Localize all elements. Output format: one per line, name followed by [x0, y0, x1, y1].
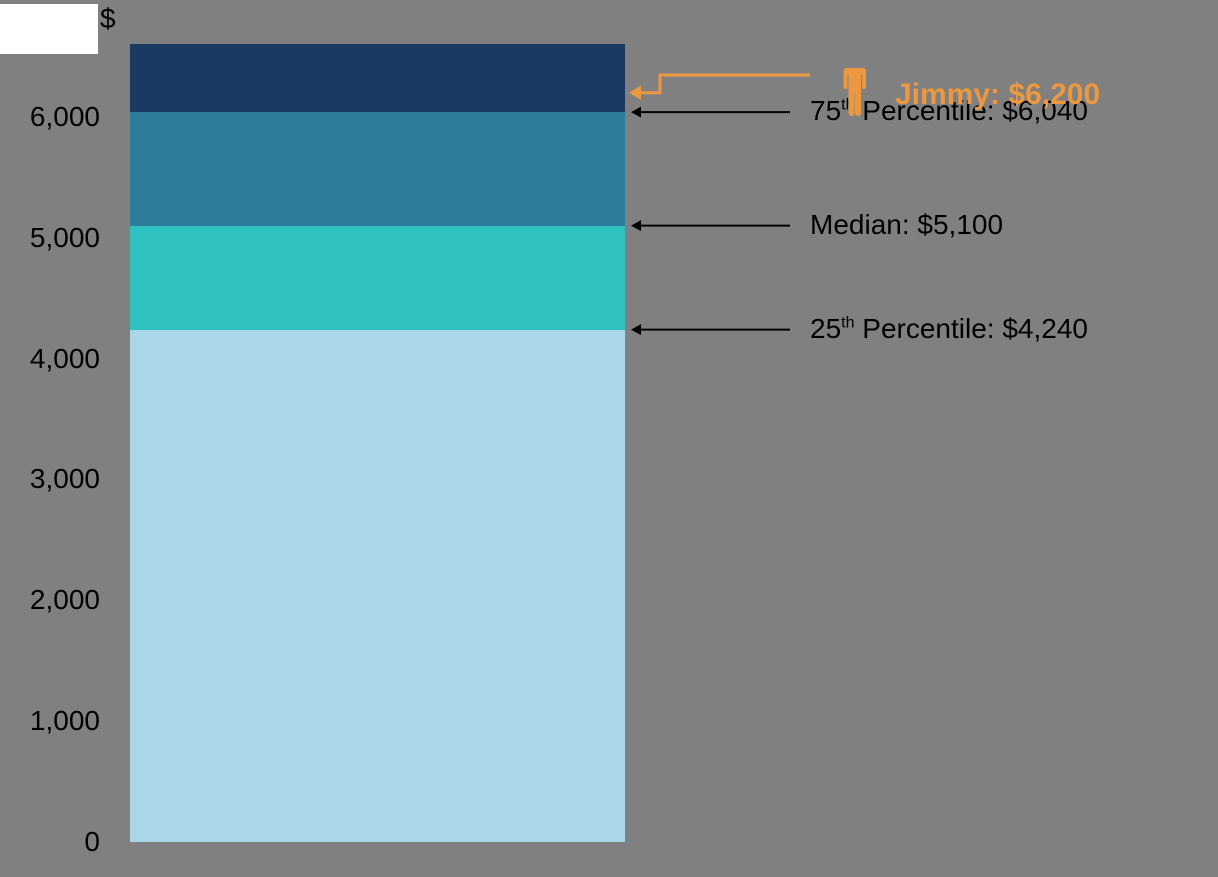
jimmy-arrow [0, 0, 1218, 877]
chart-canvas: { "chart": { "type": "stacked-bar-percen… [0, 0, 1218, 877]
person-icon [840, 56, 870, 116]
jimmy-label: Jimmy: $6,200 [895, 78, 1100, 112]
